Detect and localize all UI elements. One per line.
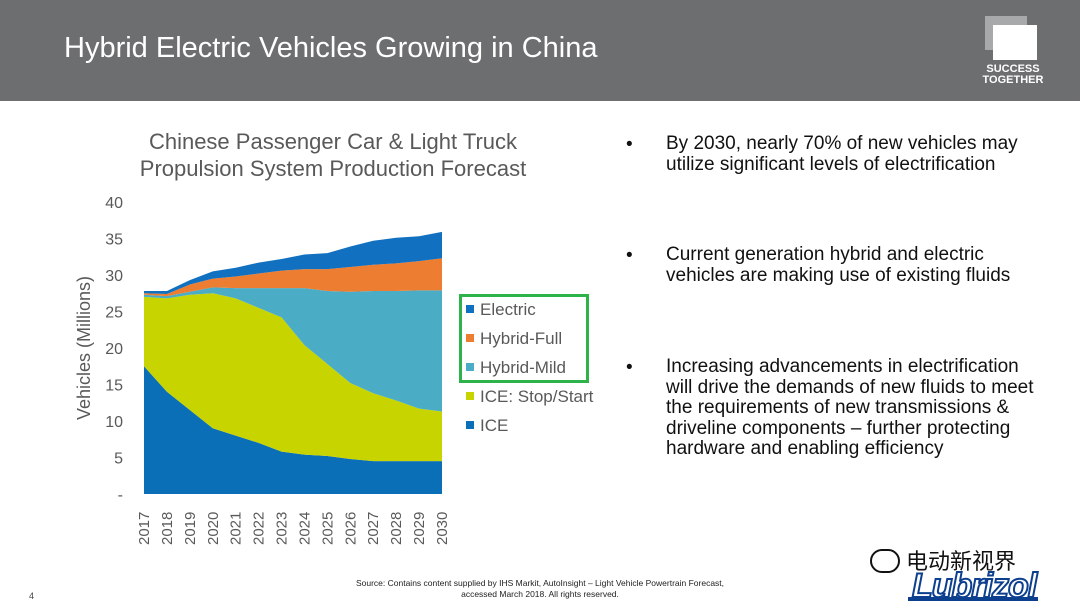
legend-item-hybrid-mild: Hybrid-Mild — [466, 358, 566, 378]
x-tick-label: 2017 — [136, 512, 153, 545]
slide-title: Hybrid Electric Vehicles Growing in Chin… — [64, 32, 598, 64]
legend-swatch — [466, 333, 474, 342]
legend-swatch — [466, 420, 474, 429]
x-tick-label: 2026 — [342, 512, 359, 545]
x-tick-label: 2018 — [159, 512, 176, 545]
x-tick-label: 2024 — [296, 512, 313, 545]
y-tick-label: 35 — [105, 232, 123, 249]
legend-swatch — [466, 362, 474, 371]
x-tick-label: 2030 — [434, 512, 451, 545]
bullet-text: By 2030, nearly 70% of new vehicles may … — [666, 133, 1018, 175]
y-tick-label: 30 — [105, 268, 123, 285]
source-line-2: accessed March 2018. All rights reserved… — [461, 589, 619, 599]
source-line-1: Source: Contains content supplied by IHS… — [355, 578, 725, 588]
success-together-logo-icon — [985, 16, 1043, 62]
x-tick-label: 2027 — [365, 512, 382, 545]
area-series-hybrid-mild — [144, 287, 442, 412]
legend-swatch — [466, 304, 474, 313]
bullet-text: Increasing advancements in electrificati… — [666, 356, 1034, 459]
y-tick-label: 5 — [114, 451, 123, 468]
legend-label: ICE: Stop/Start — [480, 387, 594, 406]
chart-title-line-1: Chinese Passenger Car & Light Truck — [148, 129, 518, 154]
x-tick-label: 2021 — [228, 512, 245, 545]
area-series-hybrid-full — [144, 258, 442, 297]
slide-header: Hybrid Electric Vehicles Growing in Chin… — [0, 0, 1080, 101]
logo-line-2: TOGETHER — [982, 74, 1044, 86]
watermark: 电动新视界 — [870, 544, 1016, 576]
x-tick-label: 2019 — [182, 512, 199, 545]
logo-line-1: SUCCESS — [986, 63, 1040, 75]
legend-label: Hybrid-Full — [480, 329, 563, 348]
y-tick-label: 20 — [105, 341, 123, 358]
x-tick-label: 2023 — [274, 512, 291, 545]
legend-item-electric: Electric — [466, 300, 536, 320]
legend-item-ice: ICE — [466, 416, 508, 436]
x-tick-label: 2025 — [319, 512, 336, 545]
watermark-text: 电动新视界 — [906, 549, 1017, 574]
area-series-ice-stop-start — [144, 293, 442, 462]
y-tick-label: 25 — [105, 305, 123, 322]
x-tick-label: 2022 — [251, 512, 268, 545]
chart-title-line-2: Propulsion System Production Forecast — [139, 156, 527, 181]
page-number: 4 — [29, 591, 35, 601]
x-tick-label: 2020 — [205, 512, 222, 545]
legend-label: Hybrid-Mild — [480, 358, 566, 377]
area-series-ice — [144, 366, 442, 494]
bullet-dot: • — [626, 134, 633, 155]
legend-item-ice-stop-start: ICE: Stop/Start — [466, 387, 593, 407]
legend-swatch — [466, 391, 474, 400]
chart-title: Chinese Passenger Car & Light Truck Prop… — [100, 128, 566, 182]
y-tick-label: 15 — [105, 378, 123, 395]
bullet-text: Current generation hybrid and electric v… — [666, 244, 1011, 286]
wechat-icon — [870, 549, 900, 574]
legend-label: Electric — [480, 300, 536, 319]
x-tick-label: 2028 — [388, 512, 405, 545]
lubrizol-logo-bar — [908, 597, 1038, 601]
bullet-dot: • — [626, 245, 633, 266]
y-tick-label: - — [118, 487, 123, 504]
legend-label: ICE — [480, 416, 509, 435]
legend-item-hybrid-full: Hybrid-Full — [466, 329, 562, 349]
success-together-logo-text: SUCCESS TOGETHER — [966, 64, 1060, 86]
bullet-dot: • — [626, 357, 633, 378]
source-note: Source: Contains content supplied by IHS… — [300, 578, 780, 600]
y-tick-label: 10 — [105, 414, 123, 431]
y-tick-label: 40 — [105, 195, 123, 212]
y-axis-label: Vehicles (Millions) — [74, 276, 94, 420]
area-series-electric — [144, 231, 442, 294]
x-tick-label: 2029 — [411, 512, 428, 545]
legend-highlight-box — [459, 294, 589, 383]
